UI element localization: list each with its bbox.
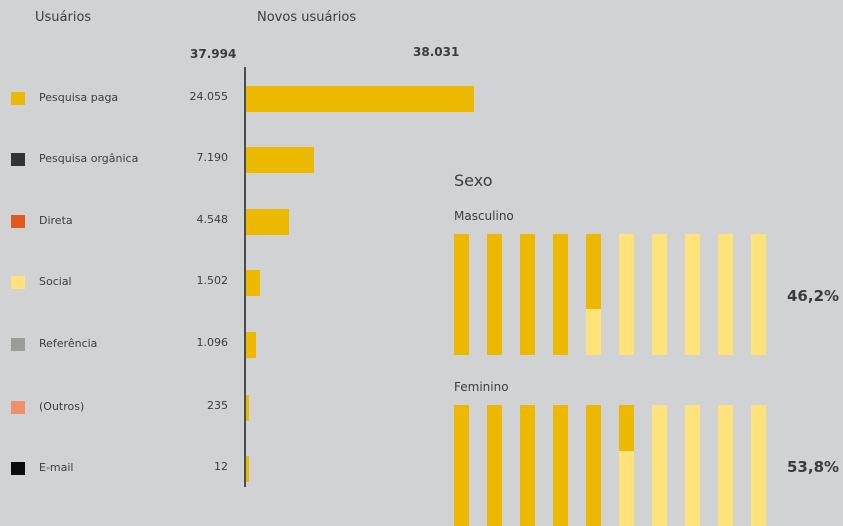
legend-swatch — [11, 338, 25, 351]
pictogram-column — [586, 234, 601, 355]
pictogram-column — [751, 234, 766, 355]
category-label: Social — [39, 275, 72, 288]
legend-swatch — [11, 153, 25, 166]
category-label: (Outros) — [39, 400, 85, 413]
bar — [246, 456, 249, 482]
pictogram-column — [553, 405, 568, 526]
category-label: Referência — [39, 337, 98, 350]
pictogram-fill — [586, 234, 601, 310]
pictogram-column — [520, 234, 535, 355]
users-header: Usuários — [35, 10, 92, 25]
pictogram-column — [586, 405, 601, 526]
legend-swatch — [11, 401, 25, 414]
pictogram-column — [685, 405, 700, 526]
category-label: Pesquisa paga — [39, 91, 119, 104]
value-label: 235 — [207, 399, 228, 412]
bar — [246, 332, 257, 358]
value-label: 1.502 — [196, 274, 229, 287]
pictogram-column — [652, 405, 667, 526]
gender-group-label: Feminino — [454, 380, 509, 394]
value-label: 24.055 — [189, 90, 229, 103]
pictogram-column — [454, 234, 469, 355]
bar — [246, 270, 261, 296]
legend-swatch — [11, 92, 25, 105]
gender-percentage: 53,8% — [787, 458, 840, 476]
pictogram-column — [619, 405, 634, 526]
value-label: 4.548 — [196, 213, 229, 226]
users-total: 37.994 — [190, 47, 237, 61]
new-users-total: 38.031 — [413, 45, 460, 59]
pictogram-column — [520, 405, 535, 526]
value-label: 12 — [214, 460, 228, 473]
pictogram-fill — [520, 405, 535, 526]
pictogram-fill — [487, 405, 502, 526]
pictogram-fill — [520, 234, 535, 355]
pictogram-fill — [553, 234, 568, 355]
pictogram-column — [718, 405, 733, 526]
pictogram-column — [553, 234, 568, 355]
pictogram-fill — [586, 405, 601, 526]
bar — [246, 147, 315, 173]
gender-chart-title: Sexo — [454, 171, 493, 190]
pictogram-column — [619, 234, 634, 355]
value-label: 1.096 — [196, 336, 229, 349]
pictogram-fill — [487, 234, 502, 355]
pictogram-column — [751, 405, 766, 526]
gender-percentage: 46,2% — [787, 287, 840, 305]
category-label: E-mail — [39, 461, 74, 474]
category-label: Direta — [39, 214, 73, 227]
bar — [246, 395, 249, 421]
bar — [246, 209, 290, 235]
pictogram-fill — [454, 234, 469, 355]
pictogram-column — [718, 234, 733, 355]
pictogram-column — [685, 234, 700, 355]
y-axis-line — [244, 67, 246, 487]
bar — [246, 86, 474, 112]
pictogram-column — [487, 405, 502, 526]
gender-group-label: Masculino — [454, 209, 514, 223]
legend-swatch — [11, 215, 25, 228]
pictogram-fill — [619, 405, 634, 451]
new-users-header: Novos usuários — [257, 10, 357, 25]
pictogram-fill — [454, 405, 469, 526]
legend-swatch — [11, 462, 25, 475]
legend-swatch — [11, 276, 25, 289]
pictogram-column — [454, 405, 469, 526]
pictogram-column — [487, 234, 502, 355]
pictogram-fill — [553, 405, 568, 526]
category-label: Pesquisa orgânica — [39, 152, 139, 165]
pictogram-column — [652, 234, 667, 355]
value-label: 7.190 — [196, 151, 229, 164]
